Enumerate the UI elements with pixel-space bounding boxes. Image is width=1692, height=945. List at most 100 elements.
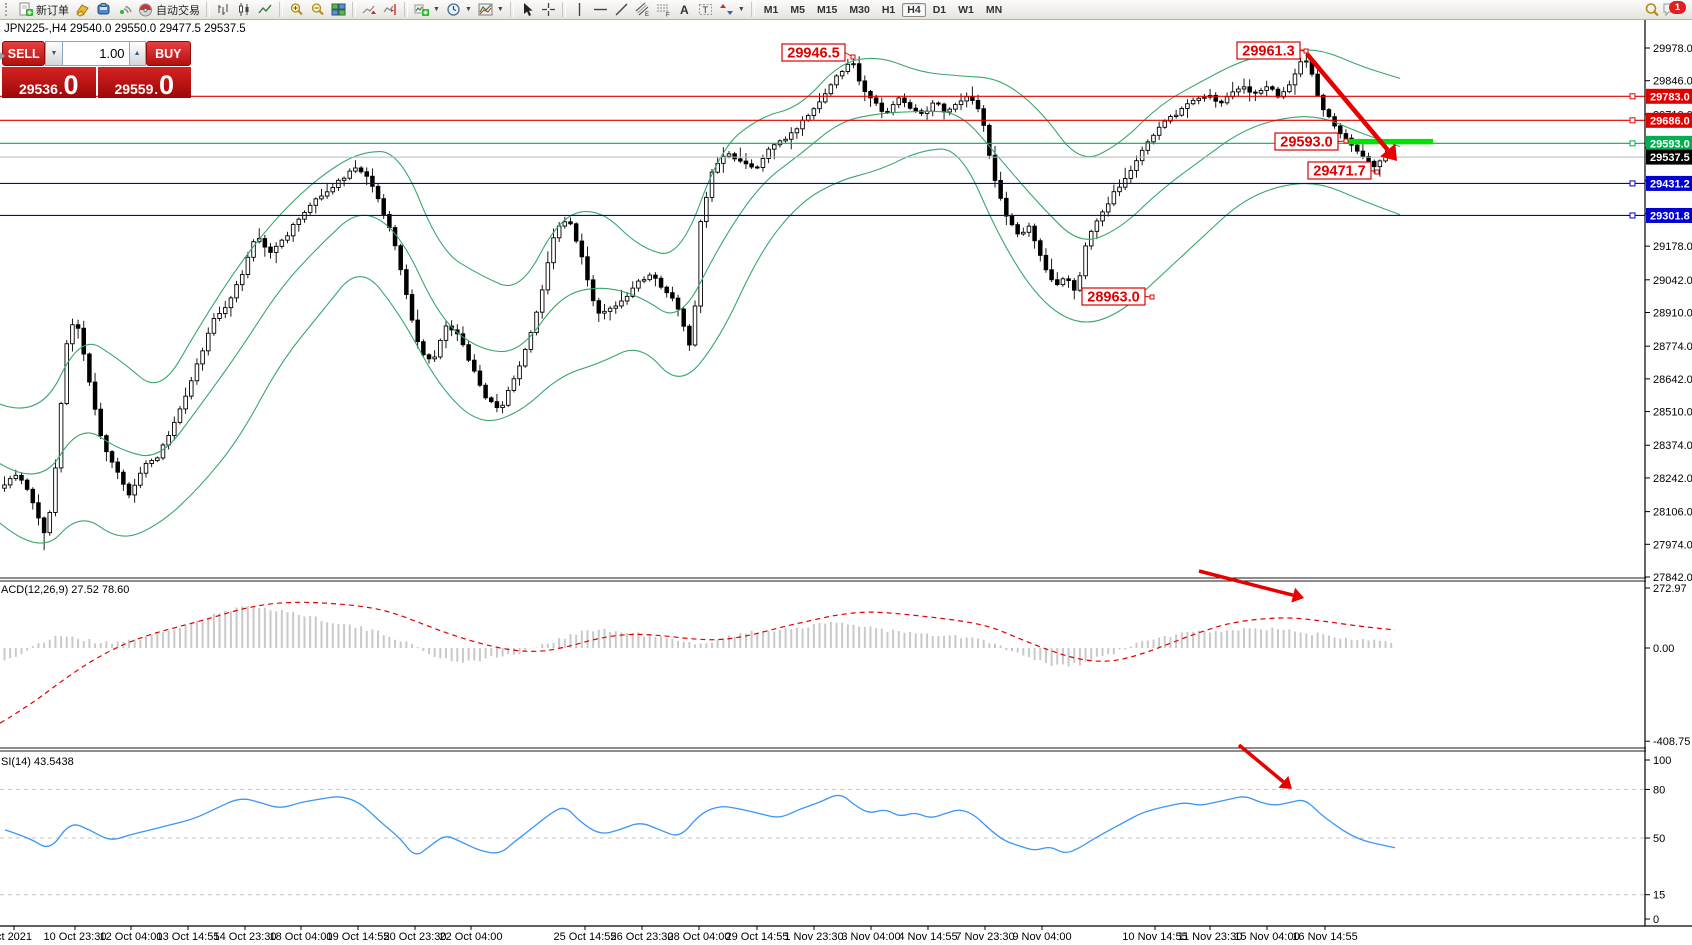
volume-increase-button[interactable]: ▲ bbox=[128, 41, 146, 66]
auto-trading-label: 自动交易 bbox=[156, 4, 200, 17]
timeframe-M15[interactable]: M15 bbox=[816, 3, 838, 16]
crosshair-tool-icon[interactable] bbox=[538, 2, 559, 17]
timeframe-M5[interactable]: M5 bbox=[790, 3, 805, 16]
time-axis-label: 11 Nov 23:30 bbox=[1178, 931, 1243, 943]
candlestick-chart-icon[interactable] bbox=[234, 2, 255, 17]
time-axis-label: 19 Oct 14:55 bbox=[327, 931, 390, 943]
new-order-button[interactable]: 新订单 bbox=[15, 1, 72, 19]
period-selector-button[interactable]: ▼ bbox=[443, 1, 475, 19]
timeframe-H4[interactable]: H4 bbox=[902, 2, 926, 17]
price-callout-box[interactable] bbox=[1081, 287, 1146, 306]
sell-button[interactable]: SELL bbox=[2, 41, 46, 66]
add-indicator-icon bbox=[414, 2, 429, 17]
signals-icon[interactable] bbox=[114, 2, 135, 17]
toolbar-separator bbox=[509, 2, 514, 17]
time-axis-label: 18 Oct 04:00 bbox=[270, 931, 333, 943]
zoom-out-icon[interactable] bbox=[307, 2, 328, 17]
time-axis-label: 10 Nov 14:55 bbox=[1122, 931, 1187, 943]
notifications-button[interactable]: 1 bbox=[1662, 0, 1686, 19]
toolbar-separator bbox=[750, 2, 755, 17]
svg-text:E: E bbox=[645, 12, 649, 17]
macd-axis-tick: -408.75 bbox=[1653, 736, 1690, 748]
line-chart-icon[interactable] bbox=[255, 2, 276, 17]
bar-chart-icon[interactable] bbox=[213, 2, 234, 17]
metaeditor-icon[interactable] bbox=[72, 2, 93, 17]
trend-arrow-head bbox=[1291, 587, 1304, 603]
time-axis-label: 13 Oct 14:55 bbox=[157, 931, 220, 943]
price-axis-tick: 27974.0 bbox=[1653, 539, 1692, 551]
rsi-axis-tick: 100 bbox=[1653, 755, 1671, 767]
text-label-tool-icon[interactable]: T bbox=[695, 2, 716, 17]
sell-price-main: 29536 bbox=[18, 81, 58, 97]
sell-price-display[interactable]: 29536 . 0 bbox=[2, 67, 96, 98]
price-level-axis-label: 29431.2 bbox=[1650, 178, 1690, 190]
zoom-in-icon[interactable] bbox=[286, 2, 307, 17]
vertical-line-tool-icon[interactable] bbox=[569, 2, 590, 17]
price-callout-text: 29471.7 bbox=[1313, 164, 1365, 180]
trendline-tool-icon[interactable] bbox=[611, 2, 632, 17]
time-axis-label: ct 2021 bbox=[0, 931, 32, 943]
cursor-tool-icon[interactable] bbox=[517, 2, 538, 17]
one-click-collapse-arrow[interactable] bbox=[0, 52, 5, 60]
price-axis-tick: 28510.0 bbox=[1653, 407, 1692, 419]
time-axis-label: 10 Oct 23:30 bbox=[44, 931, 107, 943]
terminal-icon[interactable] bbox=[93, 2, 114, 17]
timeframe-H1[interactable]: H1 bbox=[881, 3, 896, 16]
equidistant-channel-tool-icon[interactable]: E bbox=[632, 2, 653, 18]
trend-arrow[interactable] bbox=[1198, 569, 1294, 597]
buy-price-big-digit: 0 bbox=[159, 69, 175, 100]
sell-price-dot: . bbox=[58, 82, 63, 97]
price-level-axis-label: 29593.0 bbox=[1650, 138, 1690, 150]
auto-trading-button[interactable]: 自动交易 bbox=[135, 1, 203, 19]
chevron-down-icon: ▼ bbox=[433, 6, 440, 13]
timeframe-W1[interactable]: W1 bbox=[958, 3, 974, 16]
bollinger-band-line bbox=[0, 110, 1401, 475]
horizontal-line-tool-icon[interactable] bbox=[590, 2, 611, 17]
buy-price-display[interactable]: 29559 . 0 bbox=[97, 67, 191, 100]
add-indicator-button[interactable]: ▼ bbox=[411, 1, 443, 19]
time-axis-label: 7 Nov 23:30 bbox=[955, 931, 1014, 943]
chart-template-icon bbox=[478, 2, 493, 17]
time-axis-label: 22 Oct 04:00 bbox=[440, 931, 503, 943]
timeframe-MN[interactable]: MN bbox=[985, 3, 1003, 16]
price-callout-text: 28963.0 bbox=[1087, 290, 1139, 306]
price-callout-box[interactable] bbox=[1274, 132, 1339, 151]
price-callout-box[interactable] bbox=[1236, 41, 1301, 60]
buy-button[interactable]: BUY bbox=[145, 41, 191, 66]
tile-windows-icon[interactable] bbox=[328, 2, 349, 17]
chart-shift-icon[interactable] bbox=[380, 2, 401, 17]
template-button[interactable]: ▼ bbox=[475, 1, 507, 19]
trend-arrow[interactable] bbox=[1305, 52, 1390, 152]
price-callout-box[interactable] bbox=[781, 43, 846, 62]
trend-arrow[interactable] bbox=[1237, 743, 1285, 784]
toolbar-drag-handle[interactable] bbox=[5, 3, 12, 16]
timeframe-M30[interactable]: M30 bbox=[849, 3, 870, 16]
volume-decrease-button[interactable]: ▼ bbox=[45, 41, 63, 66]
support-highlight-segment[interactable] bbox=[1348, 138, 1433, 145]
fibonacci-tool-icon[interactable]: F bbox=[653, 2, 674, 19]
rsi-axis-tick: 80 bbox=[1653, 784, 1665, 796]
text-tool-icon[interactable]: A bbox=[679, 2, 689, 17]
time-axis-label: 14 Oct 23:30 bbox=[214, 931, 277, 943]
price-callout-box[interactable] bbox=[1307, 161, 1372, 180]
search-icon[interactable] bbox=[1641, 2, 1662, 17]
time-axis-label: 12 Oct 04:00 bbox=[100, 931, 163, 943]
volume-input[interactable] bbox=[62, 41, 129, 66]
main-toolbar: 新订单 自动交易 bbox=[0, 0, 1692, 20]
price-level-axis-label: 29301.8 bbox=[1650, 210, 1690, 222]
price-axis-tick: 28106.0 bbox=[1653, 507, 1692, 519]
price-axis-tick: 29178.0 bbox=[1653, 241, 1692, 253]
bollinger-band-line bbox=[0, 148, 1401, 544]
toolbar-separator bbox=[404, 2, 408, 17]
timeframe-M1[interactable]: M1 bbox=[763, 3, 779, 16]
timeframe-D1[interactable]: D1 bbox=[932, 3, 947, 16]
time-axis-label: 9 Nov 04:00 bbox=[1012, 931, 1071, 943]
arrows-tool-button[interactable]: ▼ bbox=[716, 1, 748, 19]
time-axis-label: 28 Oct 04:00 bbox=[668, 931, 731, 943]
time-axis-label: 20 Oct 23:30 bbox=[384, 931, 447, 943]
notification-badge: 1 bbox=[1669, 0, 1686, 14]
price-axis-tick: 28910.0 bbox=[1653, 308, 1692, 320]
auto-scroll-icon[interactable] bbox=[359, 2, 380, 17]
